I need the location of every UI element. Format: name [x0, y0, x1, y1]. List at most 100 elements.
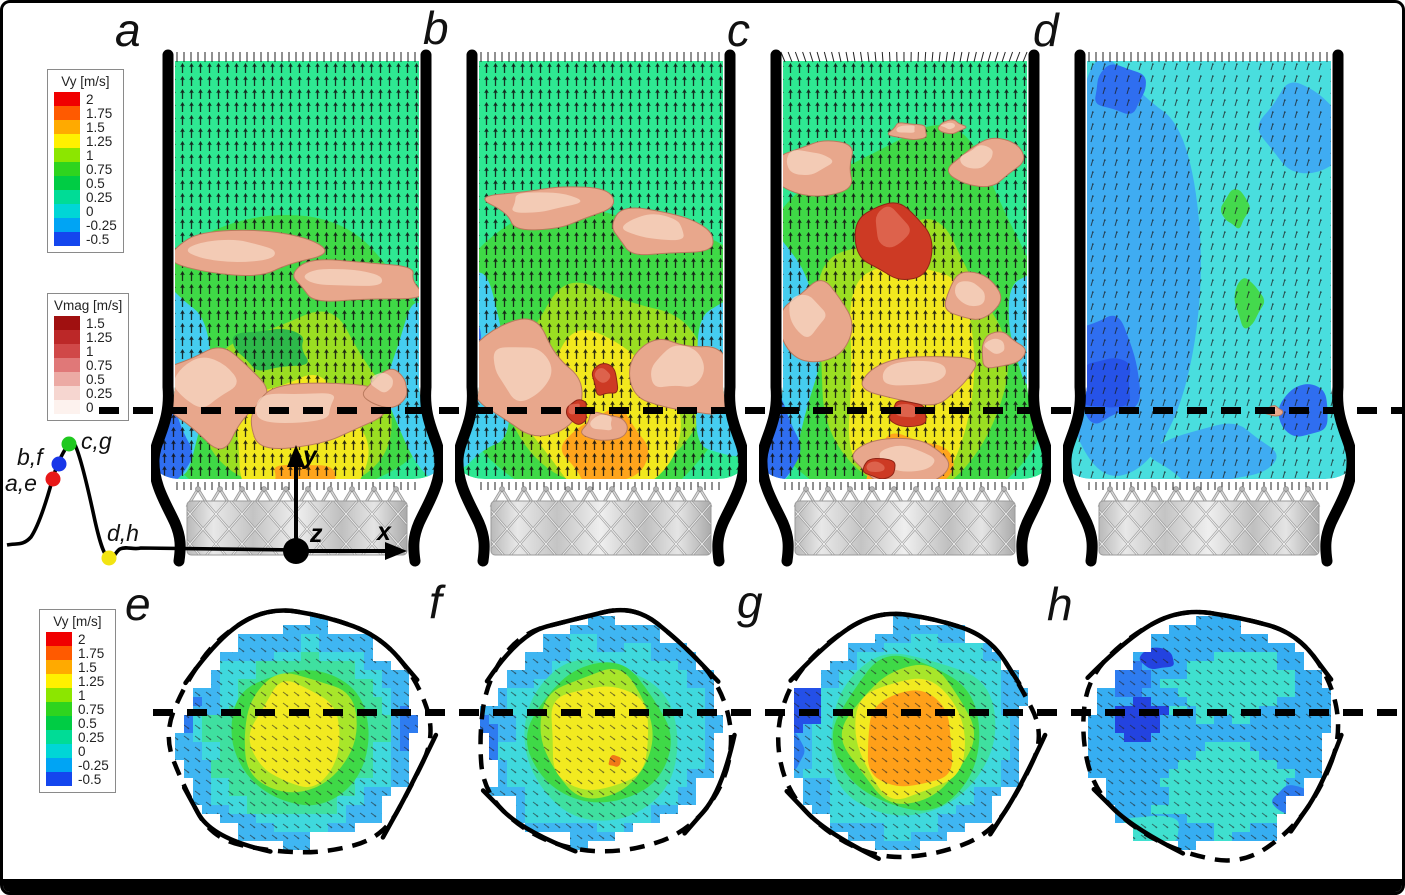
- figure-bottom-border: [3, 879, 1402, 892]
- colorbar-swatch: [54, 176, 80, 190]
- colorbar-tick-label: 1.25: [86, 329, 113, 345]
- aorta-outline-solid: [1085, 609, 1334, 682]
- vessel-wall-left: [1063, 49, 1098, 567]
- aorta-outline-solid: [480, 788, 578, 854]
- colorbar-entry: 2: [54, 92, 117, 107]
- colorbar-swatch: [46, 688, 72, 702]
- vector-fringe: [480, 52, 720, 490]
- colorbar-swatch: [54, 92, 80, 106]
- timepoint-dot-b,f: [51, 456, 67, 472]
- vortex-isosurfaces: [772, 119, 1026, 479]
- colorbar-tick-label: 0: [86, 399, 94, 415]
- colorbar-swatch: [46, 730, 72, 744]
- cross-section-panel-f: [478, 607, 737, 854]
- panel-label-f: f: [429, 576, 442, 628]
- velocity-contours: [794, 616, 1028, 850]
- colorbar-tick-label: 1.75: [86, 105, 113, 121]
- colorbar-swatch: [54, 204, 80, 218]
- vessel-wall-right: [408, 49, 443, 567]
- colorbar-swatch: [54, 232, 80, 246]
- vector-field: [480, 616, 723, 850]
- colorbar-entry: 1: [54, 147, 117, 163]
- colorbar-entry: -0.5: [46, 772, 109, 787]
- colorbar-entry: 0.75: [54, 357, 122, 373]
- colorbar-swatch: [46, 716, 72, 730]
- colorbar-tick-label: 2: [78, 631, 86, 647]
- colorbar-tick-label: 0.25: [78, 729, 105, 745]
- colorbar-entry: 1: [54, 344, 122, 359]
- panel-label-e: e: [125, 578, 151, 630]
- coordinate-axes: y x z: [283, 442, 407, 564]
- colorbar-swatch: [54, 162, 80, 176]
- colorbar-title: Vmag [m/s]: [54, 298, 123, 313]
- side-view-panel-a: [151, 49, 443, 567]
- colorbar-entry: 1.75: [54, 105, 117, 121]
- colorbar-tick-label: 1.25: [86, 133, 113, 149]
- colorbar-swatch: [46, 646, 72, 660]
- side-view-panel-b: [455, 49, 747, 567]
- colorbar-swatch: [54, 358, 80, 372]
- colorbar-swatch: [54, 148, 80, 162]
- velocity-contours: [175, 616, 418, 850]
- colorbar-tick-label: 1.5: [86, 119, 105, 135]
- colorbar-swatch: [54, 218, 80, 232]
- colorbar-swatch: [54, 120, 80, 134]
- vessel-wall-right: [712, 49, 747, 567]
- colorbar-tick-label: 0: [86, 203, 94, 219]
- vector-fringe: [1088, 52, 1328, 490]
- valve-stent-frame: [793, 486, 1017, 556]
- panel-label-g: g: [737, 576, 763, 628]
- colorbar-tick-label: 0.75: [86, 357, 113, 373]
- timepoint-dot-d,h: [101, 550, 117, 566]
- colorbar-entry: 0: [46, 743, 109, 759]
- colorbar-swatch: [46, 758, 72, 772]
- timepoint-dot-a,e: [45, 471, 61, 487]
- aorta-outline-solid: [484, 607, 721, 684]
- colorbar-entry: 0.5: [54, 371, 122, 387]
- colorbar-tick-label: 1: [78, 687, 86, 703]
- colorbar-entry: -0.25: [54, 217, 117, 233]
- colorbar-tick-label: -0.25: [86, 217, 117, 233]
- vortex-isosurfaces: [153, 229, 423, 450]
- flow-waveform: a,eb,f c,g d,h: [5, 428, 299, 566]
- colorbar-swatch: [54, 316, 80, 330]
- colorbar-entry: 0: [54, 399, 122, 415]
- timepoint-label: d,h: [107, 520, 139, 546]
- x-axis-label: x: [375, 518, 392, 546]
- colorbar-swatch: [54, 372, 80, 386]
- colorbar-entry: 0.75: [46, 702, 109, 717]
- aorta-outline-solid: [988, 732, 1048, 837]
- vector-field: [1088, 616, 1331, 850]
- colorbar-entry: 1.75: [46, 645, 109, 661]
- colorbar-entry: 0.25: [54, 190, 117, 205]
- velocity-contours: [761, 61, 1049, 479]
- side-view-panel-c: [759, 49, 1051, 567]
- colorbar-swatch: [54, 400, 80, 414]
- colorbar-swatch: [46, 744, 72, 758]
- colorbar-tick-label: 0.75: [86, 161, 113, 177]
- vessel-wall-right: [1320, 49, 1355, 567]
- panel-label-a: a: [115, 4, 141, 56]
- section-plane-line-top: [99, 407, 1402, 414]
- valve-stent-frame: [489, 486, 713, 556]
- section-plane-line-bottom: [153, 709, 1402, 716]
- colorbar-swatch: [54, 344, 80, 358]
- colorbar-tick-label: 1.75: [78, 645, 105, 661]
- cross-section-panel-g: [776, 611, 1048, 861]
- cross-section-panel-e: [166, 608, 439, 855]
- colorbar-swatch: [46, 772, 72, 786]
- colorbar-tick-label: 0: [78, 743, 86, 759]
- velocity-contours: [1065, 61, 1353, 479]
- colorbar-entry: 0: [54, 203, 117, 219]
- valve-stent-frame: [1097, 486, 1321, 556]
- colorbar-entry: 0.75: [54, 161, 117, 177]
- panel-label-b: b: [423, 2, 449, 54]
- colorbar-title: Vy [m/s]: [53, 614, 102, 629]
- colorbar-rows: 2 1.75 1.5 1.25 1 0.75 0.5 0.25 0 -0.25 -0.5: [46, 631, 109, 787]
- colorbar-tick-label: 1: [86, 147, 94, 163]
- colorbar-swatch: [46, 702, 72, 716]
- colorbar-tick-label: 0.5: [86, 371, 105, 387]
- colorbar-swatch: [46, 660, 72, 674]
- colorbar-vy-top: Vy [m/s] 2 1.75 1.5 1.25 1 0.75 0.5 0.25 0 -0.25-…: [47, 69, 124, 253]
